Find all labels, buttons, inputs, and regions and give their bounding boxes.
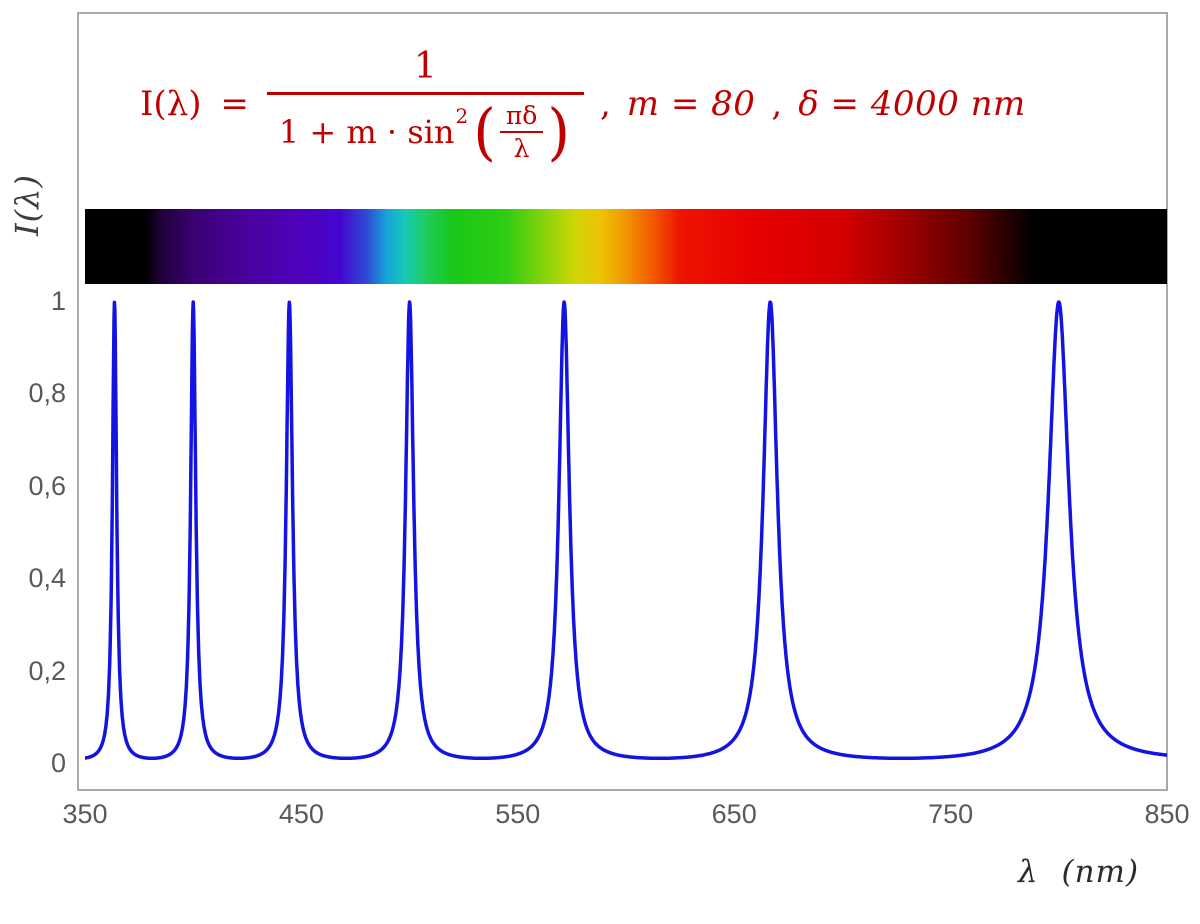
intensity-curve-svg [85, 300, 1167, 761]
y-tick-label: 0,4 [28, 563, 66, 594]
inner-fraction: πδ λ [499, 101, 544, 163]
formula-comma-1: , [599, 84, 611, 124]
y-tick-label: 0,6 [28, 470, 66, 501]
x-tick-label: 350 [62, 799, 108, 829]
fraction-numerator: 1 [413, 45, 437, 87]
x-tick-label: 750 [928, 799, 974, 829]
fraction-denominator: 1 + m · sin 2 ( πδ λ ) [266, 91, 584, 169]
sin-exponent: 2 [455, 103, 469, 128]
spectrum-bar [85, 209, 1167, 284]
param-m: m = 80 [626, 84, 756, 124]
x-tick-label: 650 [711, 799, 757, 829]
intensity-curve [85, 300, 1167, 761]
x-tick-label: 550 [495, 799, 541, 829]
x-tick-label: 850 [1144, 799, 1190, 829]
param-delta: δ = 4000 nm [798, 84, 1026, 124]
denominator-prefix: 1 + m · sin [278, 113, 455, 151]
y-tick-label: 0 [50, 747, 66, 778]
plot-frame [77, 12, 1168, 791]
y-axis-title: I(λ) [8, 174, 46, 236]
x-axis-title: λ (nm) [1018, 854, 1140, 890]
formula-lhs: I(λ) = [140, 84, 249, 124]
x-tick-label: 450 [278, 799, 324, 829]
close-paren: ) [547, 95, 570, 169]
open-paren: ( [473, 95, 496, 169]
inner-fraction-denominator: λ [513, 134, 530, 163]
formula: I(λ) = 1 1 + m · sin 2 ( πδ λ ) , m = 80 … [140, 26, 1026, 182]
y-tick-label: 1 [50, 285, 66, 316]
formula-fraction: 1 1 + m · sin 2 ( πδ λ ) [266, 45, 584, 169]
formula-comma-2: , [771, 84, 783, 124]
y-tick-label: 0,8 [28, 378, 66, 409]
y-tick-label: 0,2 [28, 655, 66, 686]
inner-fraction-numerator: πδ [499, 101, 544, 133]
